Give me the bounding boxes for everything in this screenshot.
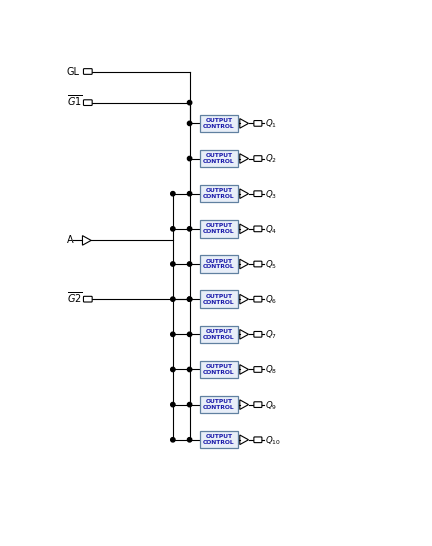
Text: $Q_{5}$: $Q_{5}$ [265,258,277,271]
FancyBboxPatch shape [200,325,238,343]
Circle shape [171,262,175,266]
Circle shape [187,192,192,196]
Circle shape [187,332,192,336]
FancyBboxPatch shape [83,296,92,302]
Text: $Q_{2}$: $Q_{2}$ [265,153,277,165]
Text: $Q_{7}$: $Q_{7}$ [265,329,277,341]
Text: $\overline{G2}$: $\overline{G2}$ [67,290,83,305]
Circle shape [171,192,175,196]
Circle shape [187,156,192,161]
Circle shape [187,297,192,301]
Text: $Q_{3}$: $Q_{3}$ [265,188,277,200]
Circle shape [187,121,192,126]
FancyBboxPatch shape [254,191,262,197]
FancyBboxPatch shape [200,220,238,238]
Text: GL: GL [67,67,80,76]
Text: A: A [67,235,73,245]
Text: OUTPUT
CONTROL: OUTPUT CONTROL [203,223,235,234]
FancyBboxPatch shape [200,431,238,448]
Circle shape [187,297,192,301]
Circle shape [187,100,192,105]
Circle shape [171,437,175,442]
FancyBboxPatch shape [83,69,92,74]
Text: OUTPUT
CONTROL: OUTPUT CONTROL [203,399,235,410]
FancyBboxPatch shape [254,296,262,302]
FancyBboxPatch shape [254,261,262,267]
FancyBboxPatch shape [200,150,238,167]
Text: OUTPUT
CONTROL: OUTPUT CONTROL [203,329,235,340]
FancyBboxPatch shape [83,100,92,105]
Circle shape [171,402,175,407]
Circle shape [187,437,192,442]
Text: OUTPUT
CONTROL: OUTPUT CONTROL [203,294,235,305]
FancyBboxPatch shape [254,121,262,126]
Circle shape [187,227,192,231]
FancyBboxPatch shape [254,226,262,232]
FancyBboxPatch shape [254,402,262,407]
FancyBboxPatch shape [254,366,262,372]
Text: $Q_{9}$: $Q_{9}$ [265,399,277,412]
FancyBboxPatch shape [200,361,238,378]
Circle shape [171,367,175,372]
Text: OUTPUT
CONTROL: OUTPUT CONTROL [203,188,235,199]
FancyBboxPatch shape [200,290,238,308]
FancyBboxPatch shape [200,256,238,272]
Circle shape [171,332,175,336]
Text: $\overline{G1}$: $\overline{G1}$ [67,93,83,108]
Circle shape [187,262,192,266]
Circle shape [171,297,175,301]
Text: $Q_{10}$: $Q_{10}$ [265,434,281,447]
Circle shape [187,367,192,372]
Text: $Q_{1}$: $Q_{1}$ [265,118,277,130]
Text: OUTPUT
CONTROL: OUTPUT CONTROL [203,435,235,445]
Circle shape [171,227,175,231]
Text: $Q_{8}$: $Q_{8}$ [265,364,277,376]
Text: OUTPUT
CONTROL: OUTPUT CONTROL [203,153,235,164]
Text: $Q_{4}$: $Q_{4}$ [265,223,277,236]
Text: $Q_{6}$: $Q_{6}$ [265,294,277,306]
FancyBboxPatch shape [254,437,262,443]
FancyBboxPatch shape [200,185,238,203]
Text: OUTPUT
CONTROL: OUTPUT CONTROL [203,364,235,375]
FancyBboxPatch shape [254,331,262,337]
FancyBboxPatch shape [254,156,262,162]
Text: OUTPUT
CONTROL: OUTPUT CONTROL [203,118,235,129]
FancyBboxPatch shape [200,396,238,413]
Text: OUTPUT
CONTROL: OUTPUT CONTROL [203,259,235,269]
Circle shape [187,402,192,407]
FancyBboxPatch shape [200,115,238,132]
